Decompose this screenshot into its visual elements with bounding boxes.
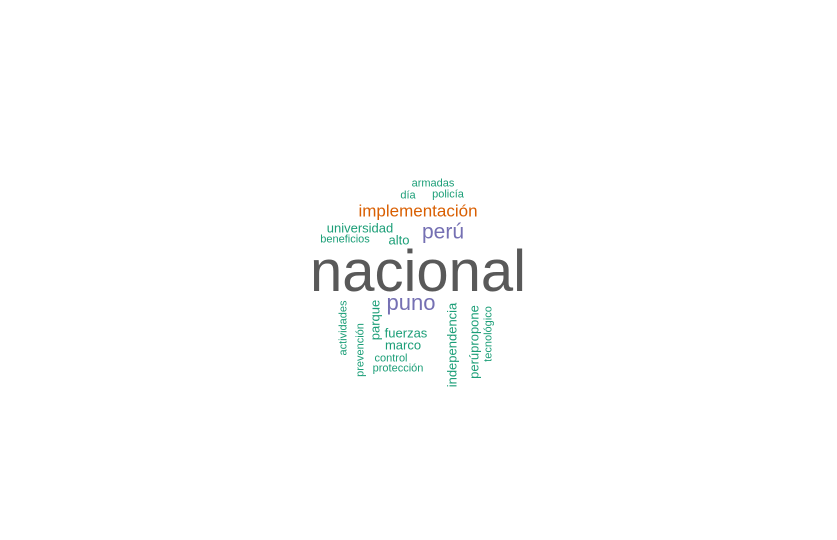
word-parque: parque [367, 299, 383, 341]
word-beneficios: beneficios [320, 233, 370, 246]
word-marco: marco [384, 337, 422, 353]
word-armadas: armadas [411, 177, 455, 190]
word-prevencion: prevención [354, 323, 367, 377]
word-policia: policía [432, 188, 464, 201]
word-tecnologico: tecnológico [482, 306, 495, 362]
word-peru: perú [421, 220, 465, 244]
word-independencia: independencia [444, 302, 460, 388]
word-perupropone: perúpropone [466, 305, 482, 379]
word-dia: día [400, 189, 416, 202]
word-proteccion: protección [372, 362, 424, 375]
word-fuerzas: fuerzas [384, 325, 428, 341]
word-nacional: nacional [309, 239, 527, 304]
word-actividades: actividades [337, 300, 350, 356]
word-universidad: universidad [326, 220, 394, 236]
word-control: control [374, 352, 408, 365]
word-alto: alto [388, 232, 410, 248]
word-implementacion: implementación [358, 201, 478, 221]
word-puno: puno [386, 290, 436, 315]
